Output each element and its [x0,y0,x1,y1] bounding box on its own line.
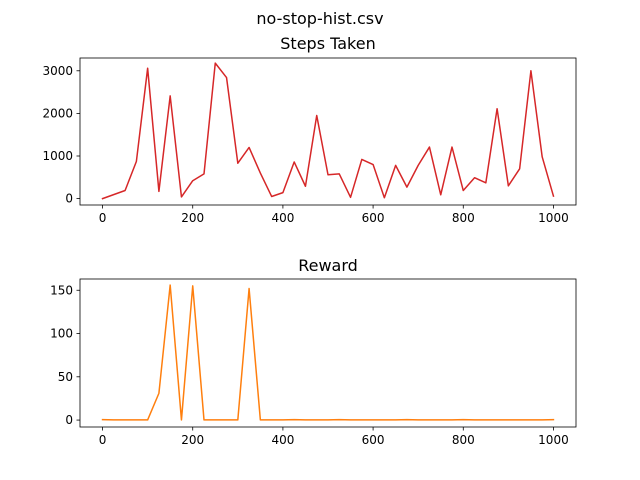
steps-taken-x-tick-label: 400 [271,211,294,225]
reward-y-tick-label: 0 [65,413,73,427]
reward-x-tick-label: 400 [271,433,294,447]
reward-x-tick-label: 600 [362,433,385,447]
reward-y-tick-label: 150 [50,283,73,297]
reward-series-line [101,284,555,421]
steps-taken-x-tick-label: 600 [362,211,385,225]
steps-taken-y-tick-label: 2000 [42,106,73,120]
steps-taken-y-tick-label: 1000 [42,149,73,163]
reward-plot-frame [79,278,577,428]
steps-taken-x-tick-label: 800 [452,211,475,225]
figure-suptitle: no-stop-hist.csv [256,9,383,28]
reward-x-tick-label: 200 [181,433,204,447]
reward-title: Reward [298,256,358,275]
steps-taken-y-tick-label: 3000 [42,64,73,78]
reward-x-tick-label: 0 [99,433,107,447]
steps-taken-y-tick-label: 0 [65,192,73,206]
reward-x-tick-label: 1000 [538,433,569,447]
steps-taken-plot-frame [79,57,577,206]
reward-y-tick-label: 50 [58,370,73,384]
steps-taken-x-tick-label: 0 [99,211,107,225]
reward-y-tick-label: 100 [50,327,73,341]
steps-taken-x-tick-label: 1000 [538,211,569,225]
steps-taken-series-line [101,62,555,200]
steps-taken-axes: Steps Taken 0 200 400 600 800 1000 0 1000 2000 300… [42,34,577,225]
steps-taken-x-tick-label: 200 [181,211,204,225]
reward-x-tick-label: 800 [452,433,475,447]
reward-axes: Reward 0 200 400 600 800 1000 0 50 100 150 [50,256,577,447]
steps-taken-title: Steps Taken [280,34,375,53]
